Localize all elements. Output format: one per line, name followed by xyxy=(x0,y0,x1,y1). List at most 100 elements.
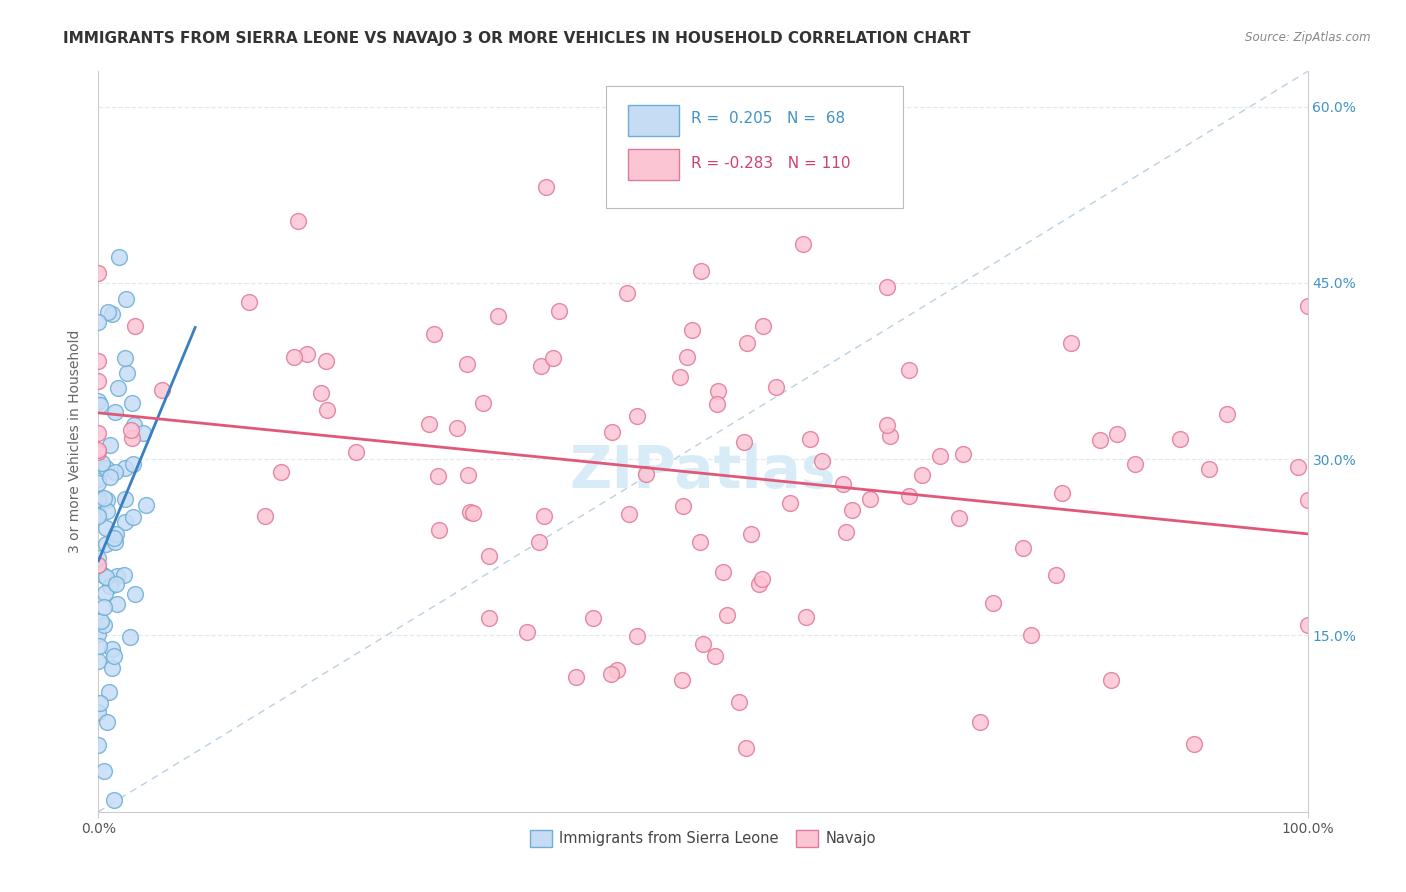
Point xyxy=(87,472,110,486)
Point xyxy=(527,534,550,549)
Point xyxy=(107,381,129,395)
Point xyxy=(565,670,588,684)
Point xyxy=(457,468,479,483)
Point xyxy=(456,357,478,371)
Point xyxy=(87,509,110,524)
Point xyxy=(114,351,136,365)
Point xyxy=(1286,460,1309,475)
Point xyxy=(748,577,770,591)
Point xyxy=(96,536,118,550)
Point xyxy=(533,508,555,523)
Point xyxy=(832,477,855,491)
Point xyxy=(799,432,821,446)
Point xyxy=(87,738,110,752)
Point xyxy=(835,524,858,539)
Point xyxy=(1296,492,1319,507)
Point xyxy=(100,307,122,321)
Point xyxy=(634,467,657,482)
Point xyxy=(676,351,699,365)
Point xyxy=(316,403,339,417)
Point xyxy=(779,496,801,510)
Text: R = -0.283   N = 110: R = -0.283 N = 110 xyxy=(690,156,851,170)
Point xyxy=(752,318,775,333)
Point xyxy=(107,250,129,264)
Point xyxy=(716,607,738,622)
Point xyxy=(471,396,494,410)
Point xyxy=(681,322,703,336)
Point xyxy=(93,491,115,506)
Point xyxy=(122,457,145,471)
Point xyxy=(600,666,623,681)
Point xyxy=(446,421,468,435)
Point xyxy=(765,380,787,394)
Point xyxy=(87,374,110,388)
Point xyxy=(547,303,569,318)
Point xyxy=(87,491,110,506)
Point xyxy=(114,492,136,507)
Point xyxy=(96,714,118,729)
Point xyxy=(253,508,276,523)
Point xyxy=(1182,737,1205,751)
Point xyxy=(121,431,143,445)
Point xyxy=(704,648,727,663)
Point xyxy=(114,515,136,529)
Point xyxy=(794,610,817,624)
Point xyxy=(87,558,110,573)
Point xyxy=(841,503,863,517)
Text: ZIPatlas: ZIPatlas xyxy=(569,442,837,500)
Point xyxy=(1011,541,1033,555)
Point xyxy=(616,285,638,300)
Point xyxy=(91,567,114,582)
Point xyxy=(541,351,564,366)
Legend: Immigrants from Sierra Leone, Navajo: Immigrants from Sierra Leone, Navajo xyxy=(524,824,882,853)
Point xyxy=(121,510,143,524)
Point xyxy=(707,384,730,399)
Point xyxy=(600,425,623,439)
Text: Source: ZipAtlas.com: Source: ZipAtlas.com xyxy=(1246,31,1371,45)
Point xyxy=(96,570,118,584)
Point xyxy=(87,551,110,566)
Point xyxy=(93,618,115,632)
Point xyxy=(689,534,711,549)
Point xyxy=(87,425,110,440)
Point xyxy=(103,793,125,807)
Point xyxy=(87,315,110,329)
Point xyxy=(1060,335,1083,350)
Point xyxy=(309,386,332,401)
Point xyxy=(238,295,260,310)
Point xyxy=(104,534,127,549)
FancyBboxPatch shape xyxy=(606,87,903,209)
Point xyxy=(898,489,921,503)
Point xyxy=(1045,567,1067,582)
Point xyxy=(1168,432,1191,446)
Point xyxy=(87,266,110,280)
Point xyxy=(344,445,367,459)
Point xyxy=(90,614,112,628)
Point xyxy=(120,423,142,437)
Point xyxy=(1052,486,1074,500)
Point xyxy=(478,611,501,625)
Point xyxy=(858,491,880,506)
Point xyxy=(1090,434,1112,448)
Point xyxy=(1296,299,1319,313)
Point xyxy=(87,458,110,472)
Point xyxy=(1198,461,1220,475)
Point xyxy=(97,305,120,319)
Point xyxy=(1105,427,1128,442)
Point xyxy=(1099,673,1122,687)
Point xyxy=(423,327,446,342)
Point xyxy=(87,445,110,459)
Point xyxy=(94,461,117,475)
Point xyxy=(104,405,127,419)
Point xyxy=(626,629,648,643)
Y-axis label: 3 or more Vehicles in Household: 3 or more Vehicles in Household xyxy=(69,330,83,553)
Point xyxy=(911,468,934,483)
Point xyxy=(668,370,690,384)
Point xyxy=(104,465,127,479)
Point xyxy=(429,523,451,537)
Point xyxy=(711,565,734,579)
Point xyxy=(98,438,121,452)
Point xyxy=(811,454,834,468)
Point xyxy=(101,661,124,675)
Point xyxy=(89,398,111,412)
